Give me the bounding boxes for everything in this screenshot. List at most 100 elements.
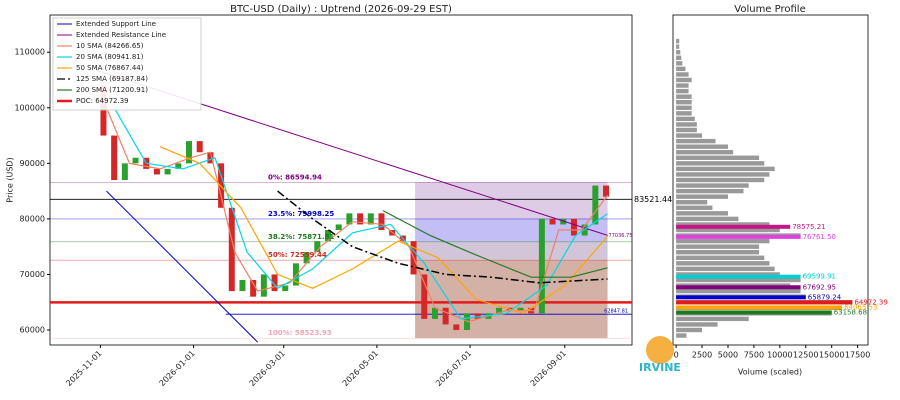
candle <box>271 274 278 292</box>
candle <box>335 224 342 230</box>
fib-zone <box>415 218 608 242</box>
trend-line <box>106 190 259 343</box>
candle <box>196 141 203 153</box>
candle <box>282 285 289 292</box>
volume-bar <box>676 266 775 272</box>
volume-bar <box>676 261 770 266</box>
x-tick-label: 2026-05-01 <box>341 349 380 388</box>
candle <box>570 218 577 236</box>
x-tick-label: 10000 <box>767 351 792 360</box>
candle <box>175 163 182 169</box>
volume-bar <box>676 55 682 60</box>
volume-bar <box>676 122 697 127</box>
volume-bar <box>676 272 780 277</box>
candle <box>132 157 139 164</box>
candle <box>442 307 449 325</box>
volume-bar <box>676 322 718 327</box>
volume-bar <box>676 183 749 188</box>
x-tick-label: 2025-11-01 <box>64 349 103 388</box>
legend-label: 20 SMA (80941.81) <box>76 53 144 61</box>
candle <box>153 168 160 175</box>
sma-line <box>105 107 609 323</box>
volume-bar <box>676 238 770 244</box>
volume-bar <box>676 250 760 255</box>
candle <box>346 213 353 225</box>
volume-highlight-label: 65879.24 <box>808 293 842 301</box>
logo-head <box>646 336 674 364</box>
volume-bar <box>676 172 770 177</box>
candle <box>250 280 257 297</box>
y-tick-label: 100000 <box>14 103 45 112</box>
legend-label: 10 SMA (84266.65) <box>76 42 144 50</box>
logo: IRVINE <box>639 336 681 374</box>
candle <box>603 185 610 197</box>
candle <box>111 135 118 180</box>
volume-highlight <box>676 295 806 300</box>
legend-box <box>52 17 202 111</box>
candle <box>186 141 193 164</box>
volume-highlight-label: 67692.95 <box>803 283 836 291</box>
h-line-label: 62847.81 <box>604 309 628 315</box>
fib-zone <box>415 241 608 261</box>
candle <box>207 152 214 164</box>
x-tick-label: 2026-03-01 <box>248 349 287 388</box>
volume-bar <box>676 277 801 283</box>
volume-highlight-label: 78575.21 <box>792 223 825 231</box>
volume-bar <box>676 111 692 116</box>
volume-bar <box>676 244 760 249</box>
legend-label: 50 SMA (76867.44) <box>76 64 144 72</box>
x-tick-label: 12500 <box>793 351 818 360</box>
fib-zone <box>415 182 608 219</box>
candle <box>592 185 599 225</box>
legend-label: 125 SMA (69187.84) <box>76 75 148 83</box>
candle <box>378 213 385 230</box>
y-tick-label: 80000 <box>20 214 45 223</box>
candle <box>260 274 267 297</box>
y-tick-label: 60000 <box>20 326 45 335</box>
candle <box>303 252 310 264</box>
y-tick-label: 90000 <box>20 159 45 168</box>
fib-label: 38.2%: 75871.81 <box>268 233 334 241</box>
x-tick-label: 17500 <box>845 351 870 360</box>
volume-bar <box>676 216 739 222</box>
volume-bar <box>676 83 689 88</box>
volume-bar <box>676 105 692 110</box>
fib-label: 0%: 86594.94 <box>268 173 322 181</box>
candle <box>560 218 567 225</box>
volume-bar <box>676 166 775 172</box>
volume-bar <box>676 161 765 166</box>
x-tick-label: 7500 <box>744 351 764 360</box>
candle <box>100 85 107 136</box>
volume-highlight <box>676 285 801 290</box>
x-tick-label: 15000 <box>819 351 844 360</box>
volume-bar <box>676 188 744 194</box>
volume-bar <box>676 144 728 149</box>
sma-line <box>113 107 608 320</box>
candle <box>453 324 460 330</box>
candle <box>538 218 545 314</box>
candle <box>325 230 332 242</box>
fib-zone <box>415 260 608 339</box>
candle <box>474 313 481 319</box>
volume-bar <box>676 316 749 322</box>
volume-highlight-label: 63158.68 <box>834 308 867 316</box>
volume-highlight-label: 64972.39 <box>854 298 887 306</box>
candle <box>239 280 246 292</box>
volume-highlight <box>676 300 853 305</box>
volume-bar <box>676 38 680 44</box>
x-tick-label: 0 <box>674 351 679 360</box>
volume-bar <box>676 227 780 233</box>
volume-highlight-label: 69599.91 <box>803 273 836 281</box>
plot-layer <box>50 69 632 343</box>
volume-bar <box>676 77 692 83</box>
volume-bar <box>676 61 683 66</box>
volume-highlight <box>676 305 843 310</box>
volume-bar <box>676 94 692 99</box>
volume-bar <box>676 200 708 205</box>
x-tick-label: 5000 <box>718 351 738 360</box>
candle <box>121 163 128 180</box>
candle <box>367 213 374 225</box>
h-line-label: 83521.44 <box>634 195 672 204</box>
volume-bar <box>676 72 689 77</box>
candle <box>421 274 428 319</box>
